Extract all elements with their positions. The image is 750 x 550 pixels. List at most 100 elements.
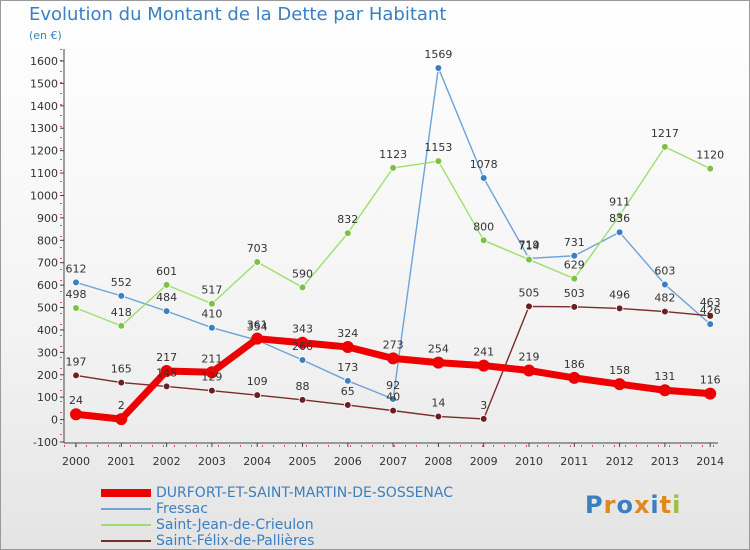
data-point bbox=[253, 391, 262, 399]
chart-title: Evolution du Montant de la Dette par Hab… bbox=[29, 4, 447, 25]
data-point bbox=[706, 312, 714, 320]
data-point bbox=[72, 304, 80, 312]
data-point bbox=[72, 371, 80, 380]
data-label: 426 bbox=[700, 304, 721, 317]
data-label: 211 bbox=[201, 352, 222, 365]
data-point bbox=[661, 307, 669, 316]
data-point bbox=[298, 356, 307, 364]
data-point bbox=[341, 340, 354, 353]
data-label: 911 bbox=[609, 195, 630, 208]
data-point bbox=[298, 283, 307, 292]
legend-swatch bbox=[101, 489, 151, 497]
data-label: 88 bbox=[296, 380, 310, 393]
data-point bbox=[570, 251, 579, 260]
data-label: 148 bbox=[156, 366, 177, 379]
legend-item: Fressac bbox=[101, 501, 453, 517]
legend-label: Saint-Félix-de-Pallières bbox=[156, 533, 315, 549]
data-label: 601 bbox=[156, 265, 177, 278]
data-point bbox=[389, 395, 397, 403]
data-label: 158 bbox=[609, 364, 630, 377]
data-point bbox=[432, 356, 445, 369]
data-label: 131 bbox=[654, 370, 675, 383]
logo-letter: P bbox=[585, 491, 604, 519]
x-tick-label: 2012 bbox=[606, 455, 634, 468]
data-label: 800 bbox=[473, 220, 494, 233]
y-tick-label: 800 bbox=[37, 234, 58, 247]
data-label: 590 bbox=[292, 267, 313, 280]
legend-label: Fressac bbox=[156, 501, 208, 517]
data-label: 1123 bbox=[379, 148, 407, 161]
legend-item: DURFORT-ET-SAINT-MARTIN-DE-SOSSENAC bbox=[101, 485, 453, 501]
y-tick-label: 1000 bbox=[30, 189, 58, 202]
data-point bbox=[205, 366, 218, 379]
data-point bbox=[525, 302, 533, 311]
x-tick-label: 2014 bbox=[696, 455, 724, 468]
data-point bbox=[658, 384, 671, 397]
data-point bbox=[162, 281, 171, 289]
data-label: 703 bbox=[247, 242, 268, 255]
data-label: 3 bbox=[480, 399, 487, 412]
data-point bbox=[208, 323, 216, 332]
data-point bbox=[615, 304, 624, 313]
data-point bbox=[704, 387, 717, 400]
x-tick-label: 2009 bbox=[470, 455, 498, 468]
data-point bbox=[117, 322, 126, 330]
data-point bbox=[343, 401, 352, 409]
data-label: 517 bbox=[201, 284, 222, 297]
x-tick-label: 2003 bbox=[198, 455, 226, 468]
data-label: 1217 bbox=[651, 127, 679, 140]
data-point bbox=[661, 280, 669, 289]
data-point bbox=[72, 278, 80, 287]
data-label: 603 bbox=[654, 264, 675, 277]
y-tick-label: 1600 bbox=[30, 55, 58, 68]
data-point bbox=[162, 307, 171, 315]
data-label: 832 bbox=[337, 213, 358, 226]
y-tick-label: 1300 bbox=[30, 122, 58, 135]
data-label: 1120 bbox=[696, 149, 724, 162]
data-point bbox=[479, 174, 488, 182]
y-tick-label: 1500 bbox=[30, 77, 58, 90]
data-label: 273 bbox=[383, 338, 404, 351]
data-point bbox=[523, 364, 535, 377]
legend-swatch bbox=[101, 508, 151, 510]
data-label: 496 bbox=[609, 288, 630, 301]
data-label: 14 bbox=[431, 396, 445, 409]
y-tick-label: 600 bbox=[37, 279, 58, 292]
data-label: 1078 bbox=[470, 158, 498, 171]
data-label: 1153 bbox=[424, 141, 452, 154]
data-point bbox=[615, 211, 624, 220]
data-label: 714 bbox=[519, 240, 540, 253]
data-label: 1569 bbox=[424, 48, 452, 61]
y-tick-label: 0 bbox=[51, 414, 58, 427]
logo-letter: x bbox=[633, 491, 651, 519]
data-label: 552 bbox=[111, 276, 132, 289]
data-label: 484 bbox=[156, 291, 177, 304]
data-label: 731 bbox=[564, 236, 585, 249]
data-label: 197 bbox=[66, 355, 87, 368]
data-point bbox=[661, 143, 669, 151]
data-label: 498 bbox=[66, 288, 87, 301]
y-tick-label: 300 bbox=[37, 346, 58, 359]
data-point bbox=[208, 299, 216, 308]
data-point bbox=[477, 359, 490, 372]
data-label: 219 bbox=[519, 351, 540, 364]
data-point bbox=[568, 371, 581, 384]
data-point bbox=[389, 164, 397, 172]
logo-letter: t bbox=[659, 491, 673, 519]
data-point bbox=[479, 415, 488, 423]
data-label: 24 bbox=[69, 394, 83, 407]
data-label: 343 bbox=[292, 323, 313, 336]
data-label: 129 bbox=[201, 371, 222, 384]
data-label: 503 bbox=[564, 287, 585, 300]
data-point bbox=[296, 336, 309, 349]
data-label: 612 bbox=[66, 262, 87, 275]
logo-letter: r bbox=[603, 491, 617, 519]
data-point bbox=[706, 320, 714, 328]
data-point bbox=[162, 382, 171, 391]
y-tick-label: 700 bbox=[37, 257, 58, 270]
data-point bbox=[251, 332, 264, 345]
data-label: 109 bbox=[247, 375, 268, 388]
data-label: 186 bbox=[564, 358, 585, 371]
